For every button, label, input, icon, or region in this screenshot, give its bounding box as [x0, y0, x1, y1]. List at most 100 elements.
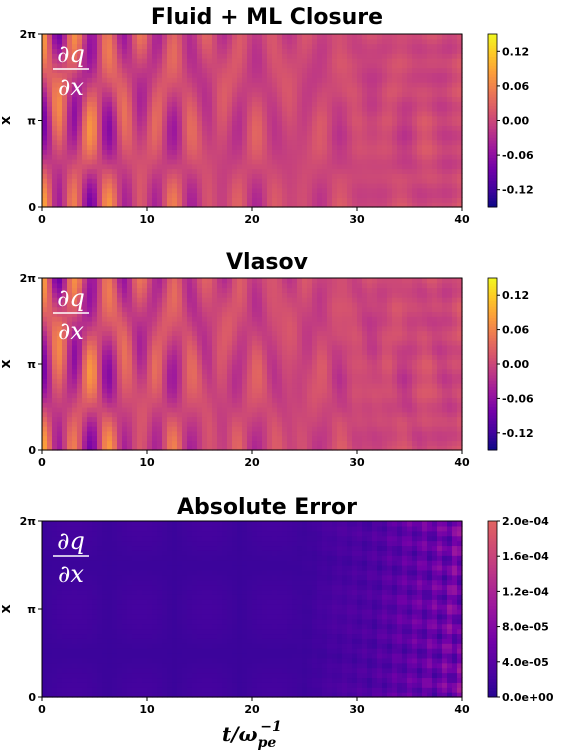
heatmap-cell: [437, 53, 443, 59]
heatmap-cell: [237, 187, 243, 194]
heatmap-cell: [132, 335, 138, 341]
heatmap-cell: [197, 139, 203, 146]
heatmap-cell: [162, 101, 168, 107]
y-tick-label: 2π: [20, 28, 37, 41]
heatmap-cell: [232, 173, 238, 179]
heatmap-cell: [402, 110, 408, 117]
heatmap-cell: [357, 197, 363, 203]
heatmap-cell: [447, 173, 453, 179]
heatmap-cell: [42, 321, 48, 327]
heatmap-cell: [167, 282, 173, 289]
heatmap-cell: [232, 163, 238, 170]
heatmap-cell: [42, 416, 48, 422]
heatmap-cell: [297, 292, 303, 298]
heatmap-cell: [67, 86, 73, 93]
heatmap-cell: [387, 178, 393, 184]
heatmap-cell: [147, 134, 153, 141]
heatmap-cell: [47, 368, 53, 375]
heatmap-cell: [87, 144, 93, 150]
heatmap-cell: [157, 192, 163, 198]
heatmap-cell: [187, 287, 193, 293]
heatmap-cell: [357, 187, 363, 194]
heatmap-cell: [177, 397, 183, 403]
heatmap-cell: [232, 378, 238, 384]
heatmap-cell: [87, 62, 93, 69]
heatmap-cell: [197, 392, 203, 399]
heatmap-cell: [267, 110, 273, 117]
x-tick-label: 20: [244, 213, 260, 226]
heatmap-cell: [207, 411, 213, 418]
heatmap-cell: [397, 34, 403, 40]
heatmap-cell: [337, 149, 343, 155]
heatmap-cell: [157, 392, 163, 399]
heatmap-cell: [312, 96, 318, 102]
heatmap-cell: [277, 287, 283, 293]
heatmap-cell: [447, 62, 453, 69]
heatmap-cell: [307, 101, 313, 107]
heatmap-cell: [242, 359, 248, 365]
heatmap-cell: [127, 125, 133, 131]
heatmap-cell: [137, 67, 143, 74]
heatmap-cell: [172, 163, 178, 170]
heatmap-cell: [272, 67, 278, 74]
heatmap-cell: [52, 77, 58, 83]
heatmap-cell: [122, 344, 128, 351]
heatmap-cell: [272, 43, 278, 50]
heatmap-cell: [227, 378, 233, 384]
heatmap-cell: [77, 96, 83, 102]
heatmap-cell: [457, 158, 463, 165]
heatmap-cell: [222, 435, 228, 442]
heatmap-cell: [57, 134, 63, 141]
heatmap-cell: [127, 173, 133, 179]
heatmap-cell: [197, 383, 203, 389]
heatmap-cell: [92, 125, 98, 131]
heatmap-cell: [187, 101, 193, 107]
heatmap-cell: [362, 125, 368, 131]
heatmap-cell: [137, 62, 143, 69]
heatmap-cell: [77, 134, 83, 141]
heatmap-cell: [127, 192, 133, 198]
heatmap-cell: [382, 158, 388, 165]
heatmap-cell: [217, 130, 223, 136]
heatmap-cell: [107, 91, 113, 98]
heatmap-cell: [302, 154, 308, 160]
heatmap-cell: [262, 53, 268, 59]
colorbar-segment: [488, 155, 497, 159]
heatmap-cell: [237, 86, 243, 93]
heatmap-cell: [442, 62, 448, 69]
heatmap-cell: [242, 120, 248, 126]
heatmap-cell: [417, 120, 423, 126]
heatmap-cell: [107, 383, 113, 389]
heatmap-cell: [72, 125, 78, 131]
heatmap-cell: [142, 96, 148, 102]
heatmap-cell: [367, 178, 373, 184]
heatmap-cell: [377, 120, 383, 126]
heatmap-cell: [327, 106, 333, 112]
heatmap-cell: [272, 440, 278, 446]
heatmap-cell: [227, 354, 233, 360]
heatmap-cell: [257, 115, 263, 122]
heatmap-cell: [287, 349, 293, 356]
heatmap-cell: [202, 344, 208, 351]
heatmap-cell: [162, 182, 168, 189]
heatmap-cell: [72, 387, 78, 394]
heatmap-cell: [202, 101, 208, 107]
heatmap-cell: [212, 110, 218, 117]
heatmap-cell: [147, 43, 153, 50]
heatmap-cell: [402, 115, 408, 122]
heatmap-cell: [117, 430, 123, 437]
heatmap-cell: [77, 445, 83, 451]
heatmap-cell: [197, 178, 203, 184]
heatmap-cell: [382, 82, 388, 88]
heatmap-cell: [262, 387, 268, 394]
heatmap-cell: [42, 430, 48, 437]
heatmap-cell: [447, 197, 453, 203]
heatmap-cell: [402, 144, 408, 150]
heatmap-cell: [312, 34, 318, 40]
heatmap-cell: [242, 91, 248, 98]
heatmap-cell: [282, 178, 288, 184]
heatmap-cell: [227, 101, 233, 107]
heatmap-cell: [292, 158, 298, 165]
heatmap-cell: [182, 178, 188, 184]
heatmap-cell: [302, 106, 308, 112]
